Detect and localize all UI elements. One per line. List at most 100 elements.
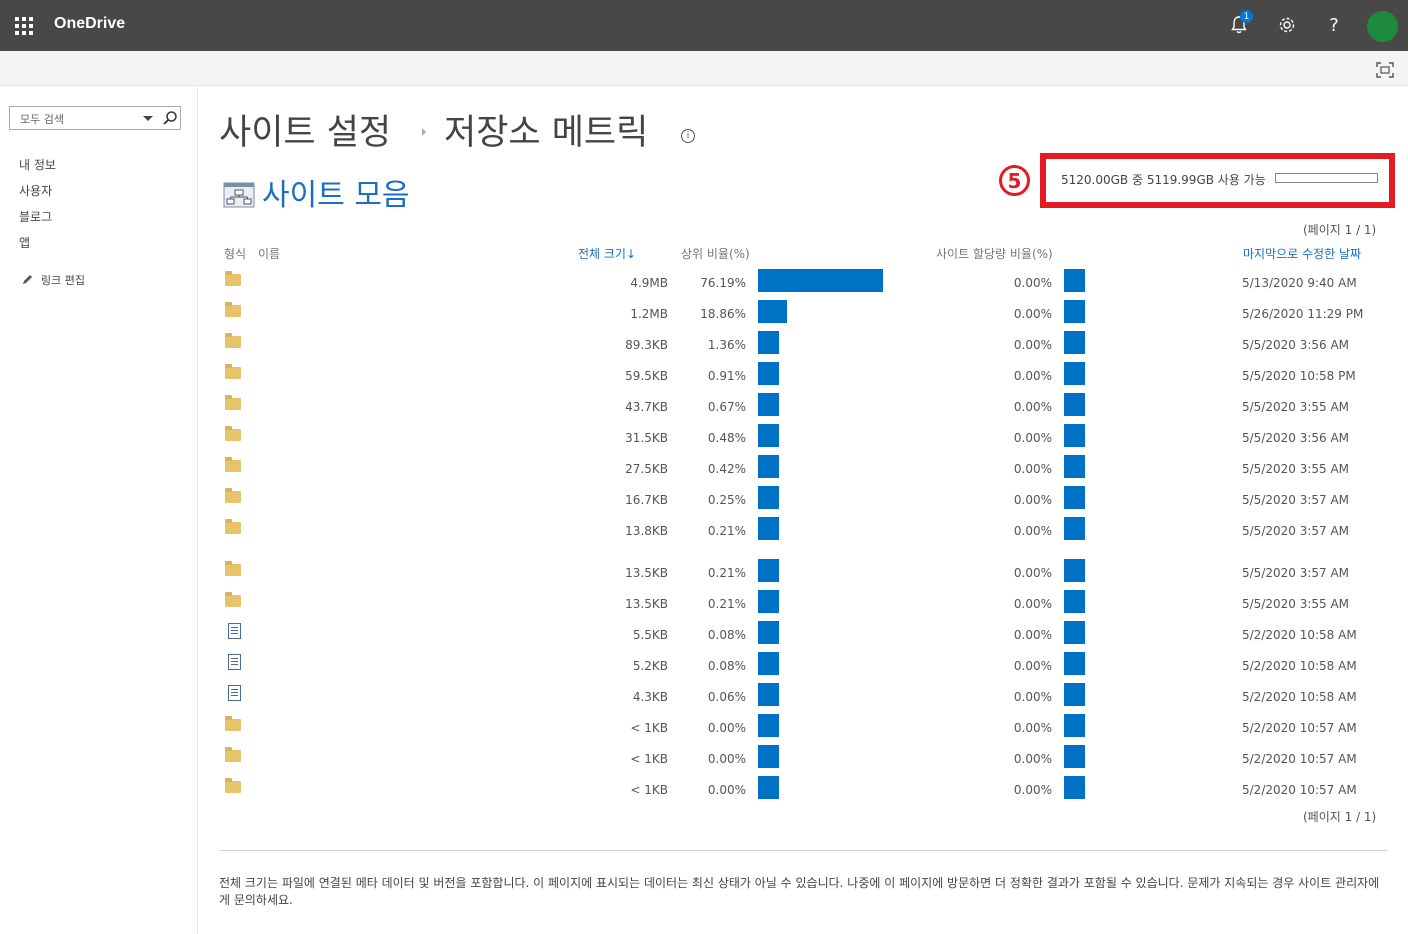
table-row[interactable]: 27.5KB 0.42% 0.00% 5/5/2020 3:55 AM bbox=[219, 455, 1389, 485]
quota-percent-bar bbox=[1064, 393, 1085, 416]
left-navigation: 모두 검색 내 정보 사용자 블로그 앱 링크 편집 bbox=[0, 86, 198, 934]
table-row[interactable]: 89.3KB 1.36% 0.00% 5/5/2020 3:56 AM bbox=[219, 331, 1389, 361]
quota-percent-cell: 0.00% bbox=[1013, 338, 1052, 352]
folder-icon bbox=[225, 488, 241, 503]
table-row[interactable]: 5.2KB 0.08% 0.00% 5/2/2020 10:58 AM bbox=[219, 652, 1389, 682]
quota-percent-bar bbox=[1064, 652, 1085, 675]
folder-icon bbox=[225, 364, 241, 379]
column-header-type[interactable]: 형식 bbox=[224, 247, 247, 261]
nav-item-blog[interactable]: 블로그 bbox=[19, 210, 53, 224]
folder-icon bbox=[225, 302, 241, 317]
quota-percent-bar bbox=[1064, 621, 1085, 644]
edit-links-button[interactable]: 링크 편집 bbox=[21, 272, 85, 288]
quota-percent-cell: 0.00% bbox=[1013, 493, 1052, 507]
last-modified-cell: 5/5/2020 3:56 AM bbox=[1242, 431, 1350, 445]
parent-percent-cell: 0.42% bbox=[707, 462, 746, 476]
quota-percent-bar bbox=[1064, 269, 1085, 292]
user-avatar[interactable] bbox=[1367, 11, 1398, 42]
parent-percent-cell: 0.21% bbox=[707, 566, 746, 580]
list-file-icon bbox=[228, 685, 241, 701]
quota-percent-cell: 0.00% bbox=[1013, 431, 1052, 445]
table-row[interactable]: 1.2MB 18.86% 0.00% 5/26/2020 11:29 PM bbox=[219, 300, 1389, 330]
table-row[interactable]: 4.3KB 0.06% 0.00% 5/2/2020 10:58 AM bbox=[219, 683, 1389, 713]
help-icon[interactable]: ? bbox=[1329, 14, 1339, 36]
footer-divider bbox=[219, 850, 1387, 851]
folder-icon bbox=[225, 426, 241, 441]
total-size-cell: < 1KB bbox=[630, 752, 668, 766]
last-modified-cell: 5/5/2020 3:55 AM bbox=[1242, 597, 1350, 611]
quota-percent-bar bbox=[1064, 714, 1085, 737]
quota-percent-cell: 0.00% bbox=[1013, 400, 1052, 414]
table-row[interactable]: < 1KB 0.00% 0.00% 5/2/2020 10:57 AM bbox=[219, 714, 1389, 744]
parent-percent-cell: 0.21% bbox=[707, 597, 746, 611]
table-row[interactable]: < 1KB 0.00% 0.00% 5/2/2020 10:57 AM bbox=[219, 776, 1389, 806]
column-header-total-size[interactable]: 전체 크기↓ bbox=[578, 247, 637, 261]
storage-quota-bar bbox=[1275, 173, 1378, 183]
nav-item-apps[interactable]: 앱 bbox=[19, 236, 31, 250]
edit-links-label: 링크 편집 bbox=[41, 274, 85, 287]
parent-percent-cell: 0.48% bbox=[707, 431, 746, 445]
folder-icon bbox=[225, 592, 241, 607]
settings-gear-icon[interactable] bbox=[1274, 12, 1300, 38]
parent-percent-bar bbox=[758, 424, 779, 447]
app-launcher-icon[interactable] bbox=[8, 10, 38, 40]
quota-percent-bar bbox=[1064, 300, 1085, 323]
page-title: 저장소 메트릭 bbox=[444, 113, 649, 153]
search-scope-dropdown-icon[interactable] bbox=[143, 116, 153, 121]
quota-percent-bar bbox=[1064, 331, 1085, 354]
parent-percent-bar bbox=[758, 362, 779, 385]
quota-percent-cell: 0.00% bbox=[1013, 752, 1052, 766]
table-row[interactable]: < 1KB 0.00% 0.00% 5/2/2020 10:57 AM bbox=[219, 745, 1389, 775]
table-row[interactable]: 4.9MB 76.19% 0.00% 5/13/2020 9:40 AM bbox=[219, 269, 1389, 299]
parent-percent-bar bbox=[758, 559, 779, 582]
total-size-cell: 89.3KB bbox=[625, 338, 668, 352]
quota-percent-cell: 0.00% bbox=[1013, 597, 1052, 611]
parent-percent-bar bbox=[758, 486, 779, 509]
total-size-cell: 5.2KB bbox=[632, 659, 668, 673]
breadcrumb-arrow-icon bbox=[422, 128, 426, 136]
nav-item-my-info[interactable]: 내 정보 bbox=[19, 158, 56, 172]
parent-percent-bar bbox=[758, 455, 779, 478]
quota-percent-cell: 0.00% bbox=[1013, 462, 1052, 476]
quota-percent-cell: 0.00% bbox=[1013, 524, 1052, 538]
quota-percent-cell: 0.00% bbox=[1013, 276, 1052, 290]
nav-item-users[interactable]: 사용자 bbox=[19, 184, 53, 198]
parent-percent-cell: 0.08% bbox=[707, 659, 746, 673]
parent-percent-cell: 18.86% bbox=[700, 307, 746, 321]
table-row[interactable]: 59.5KB 0.91% 0.00% 5/5/2020 10:58 PM bbox=[219, 362, 1389, 392]
column-header-last-modified[interactable]: 마지막으로 수정한 날짜 bbox=[1243, 247, 1362, 261]
site-collection-link[interactable]: 사이트 모음 bbox=[262, 178, 410, 213]
table-row[interactable]: 16.7KB 0.25% 0.00% 5/5/2020 3:57 AM bbox=[219, 486, 1389, 516]
parent-percent-cell: 0.06% bbox=[707, 690, 746, 704]
pager-top: (페이지 1 / 1) bbox=[1303, 223, 1377, 237]
search-placeholder: 모두 검색 bbox=[20, 113, 64, 126]
quota-percent-bar bbox=[1064, 517, 1085, 540]
column-header-parent-percent[interactable]: 상위 비율(%) bbox=[681, 247, 750, 261]
brand-title[interactable]: OneDrive bbox=[54, 15, 126, 32]
folder-icon bbox=[225, 333, 241, 348]
column-header-name[interactable]: 이름 bbox=[258, 247, 281, 261]
last-modified-cell: 5/5/2020 3:57 AM bbox=[1242, 566, 1350, 580]
breadcrumb-parent-link[interactable]: 사이트 설정 bbox=[219, 113, 392, 153]
parent-percent-cell: 1.36% bbox=[707, 338, 746, 352]
pager-bottom: (페이지 1 / 1) bbox=[1303, 810, 1377, 824]
parent-percent-bar bbox=[758, 714, 779, 737]
search-box[interactable]: 모두 검색 bbox=[9, 106, 181, 130]
table-row[interactable]: 5.5KB 0.08% 0.00% 5/2/2020 10:58 AM bbox=[219, 621, 1389, 651]
quota-percent-cell: 0.00% bbox=[1013, 783, 1052, 797]
info-icon[interactable]: i bbox=[681, 129, 695, 143]
table-row[interactable]: 13.5KB 0.21% 0.00% 5/5/2020 3:55 AM bbox=[219, 590, 1389, 620]
parent-percent-bar bbox=[758, 300, 787, 323]
focus-content-icon[interactable] bbox=[1376, 62, 1394, 78]
column-header-quota-percent[interactable]: 사이트 할당량 비율(%) bbox=[936, 247, 1053, 261]
parent-percent-cell: 0.00% bbox=[707, 752, 746, 766]
last-modified-cell: 5/2/2020 10:57 AM bbox=[1242, 721, 1357, 735]
callout-highlight-box bbox=[1040, 153, 1395, 208]
total-size-cell: < 1KB bbox=[630, 783, 668, 797]
table-row[interactable]: 43.7KB 0.67% 0.00% 5/5/2020 3:55 AM bbox=[219, 393, 1389, 423]
table-row[interactable]: 13.8KB 0.21% 0.00% 5/5/2020 3:57 AM bbox=[219, 517, 1389, 547]
search-icon[interactable] bbox=[162, 110, 178, 126]
table-row[interactable]: 31.5KB 0.48% 0.00% 5/5/2020 3:56 AM bbox=[219, 424, 1389, 454]
quota-percent-cell: 0.00% bbox=[1013, 628, 1052, 642]
table-row[interactable]: 13.5KB 0.21% 0.00% 5/5/2020 3:57 AM bbox=[219, 559, 1389, 589]
